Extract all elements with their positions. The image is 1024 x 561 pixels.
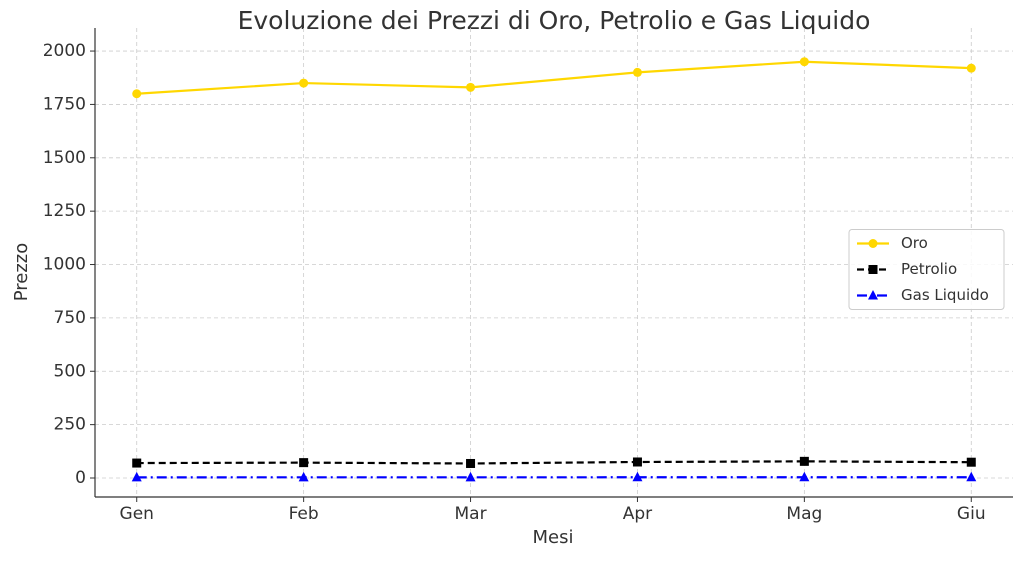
data-point	[799, 57, 809, 67]
data-point	[466, 458, 476, 468]
data-point	[966, 471, 977, 482]
data-point	[466, 82, 476, 92]
series-line	[136, 460, 972, 465]
legend-label: Petrolio	[901, 260, 957, 278]
legend-box	[848, 229, 1005, 310]
x-tick-label: Gen	[120, 504, 154, 524]
x-tick-label: Apr	[623, 504, 652, 524]
y-tick-label: 750	[54, 308, 86, 328]
data-point	[299, 78, 309, 88]
data-point	[132, 89, 142, 99]
y-tick-label: 250	[54, 415, 86, 435]
data-point	[298, 471, 309, 482]
data-point	[632, 457, 642, 467]
data-point	[132, 458, 142, 468]
y-tick-label: 1750	[43, 94, 86, 114]
legend-marker	[868, 290, 878, 300]
legend: Oro Petrolio Gas Liquido	[848, 229, 1005, 310]
data-point	[799, 456, 809, 466]
x-axis-label: Mesi	[533, 527, 574, 548]
x-tick-label: Mar	[455, 504, 487, 524]
data-point	[966, 457, 976, 467]
y-tick-label: 1500	[43, 148, 86, 168]
y-tick-label: 1000	[43, 255, 86, 275]
y-axis-label: Prezzo	[11, 243, 32, 302]
y-tick-label: 1250	[43, 201, 86, 221]
y-tick-label: 2000	[43, 41, 86, 61]
legend-label: Gas Liquido	[901, 286, 989, 304]
chart-title: Evoluzione dei Prezzi di Oro, Petrolio e…	[238, 6, 871, 35]
legend-label: Oro	[901, 234, 928, 252]
data-point	[632, 471, 643, 482]
y-tick-label: 0	[75, 468, 86, 488]
data-point	[799, 471, 810, 482]
y-tick-label: 500	[54, 361, 86, 381]
series-line	[136, 60, 972, 95]
x-tick-label: Mag	[786, 504, 822, 524]
data-point	[299, 458, 309, 468]
x-tick-label: Giu	[957, 504, 986, 524]
data-point	[131, 471, 142, 482]
x-tick-label: Feb	[289, 504, 319, 524]
legend-marker	[868, 239, 878, 248]
legend-marker	[868, 265, 878, 274]
data-point	[966, 63, 976, 73]
data-point	[465, 471, 476, 482]
data-point	[632, 67, 642, 77]
